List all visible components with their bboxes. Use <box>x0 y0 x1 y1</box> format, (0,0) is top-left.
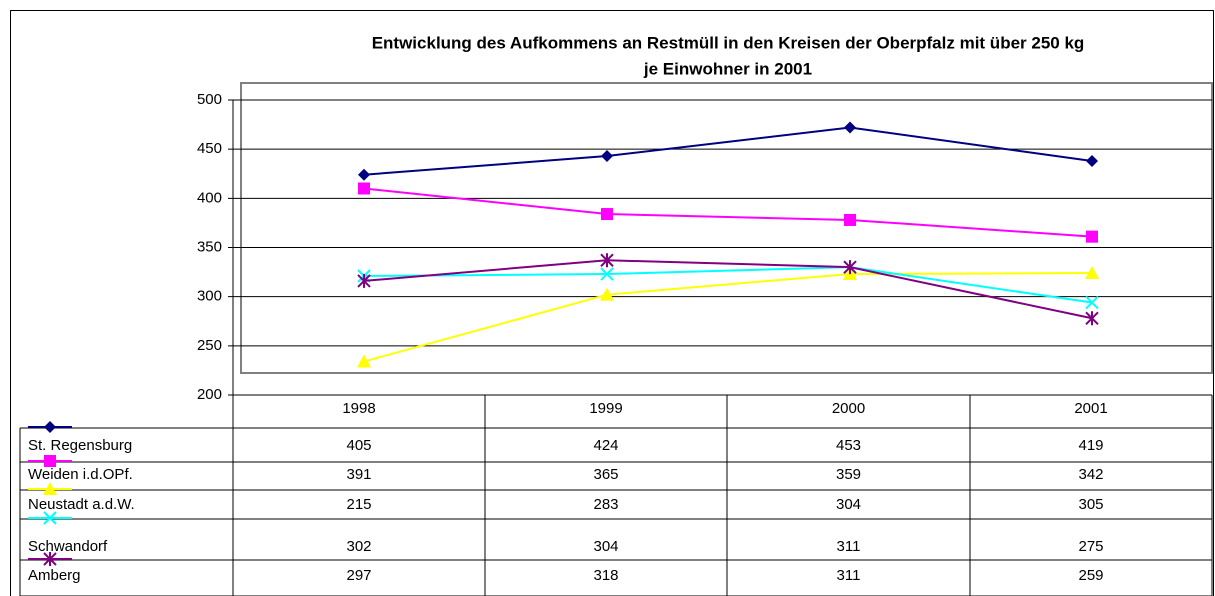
marker <box>357 273 371 288</box>
plot-area <box>240 82 1213 374</box>
legend-label: Amberg <box>28 567 81 584</box>
series-line <box>363 187 1093 238</box>
marker <box>1085 311 1099 326</box>
marker <box>358 168 370 181</box>
marker <box>844 121 856 134</box>
table-cell: 275 <box>1078 538 1103 555</box>
marker <box>357 354 371 368</box>
y-tick-label: 350 <box>197 238 222 255</box>
legend-label: Weiden i.d.OPf. <box>28 466 133 483</box>
legend-label: St. Regensburg <box>28 437 132 454</box>
marker <box>44 455 56 467</box>
marker <box>44 421 56 433</box>
table-cell: 453 <box>836 437 861 454</box>
table-cell: 311 <box>837 567 861 584</box>
table-cell: 283 <box>593 496 618 513</box>
series-line <box>363 126 1093 176</box>
marker <box>1085 295 1099 310</box>
table-cell: 365 <box>593 466 618 483</box>
table-cell: 259 <box>1078 567 1103 584</box>
marker <box>1085 266 1099 280</box>
table-cell: 424 <box>593 437 618 454</box>
x-tick-label: 1998 <box>342 400 375 417</box>
table-cell: 297 <box>346 567 371 584</box>
y-tick-label: 300 <box>197 288 222 305</box>
marker <box>843 260 857 275</box>
y-tick-label: 500 <box>197 91 222 108</box>
table-cell: 342 <box>1078 466 1103 483</box>
marker <box>600 267 614 281</box>
table-cell: 419 <box>1078 437 1103 454</box>
y-tick-label: 250 <box>197 337 222 354</box>
series-line <box>363 272 1093 363</box>
table-cell: 304 <box>593 538 618 555</box>
table-cell: 215 <box>346 496 371 513</box>
table-cell: 302 <box>346 538 371 555</box>
chart-title: je Einwohner in 2001 <box>643 59 812 78</box>
series-line <box>363 266 1093 304</box>
table-cell: 311 <box>837 538 861 555</box>
marker <box>1086 154 1098 167</box>
table-cell: 405 <box>346 437 371 454</box>
y-tick-label: 400 <box>197 189 222 206</box>
chart-frame <box>10 10 1214 596</box>
marker <box>358 182 370 195</box>
table-cell: 318 <box>593 567 618 584</box>
marker <box>1086 230 1098 243</box>
marker <box>600 253 614 268</box>
x-tick-label: 2000 <box>832 400 865 417</box>
table-cell: 304 <box>836 496 861 513</box>
y-tick-label: 200 <box>197 386 222 403</box>
table-cell: 305 <box>1078 496 1103 513</box>
table-cell: 391 <box>346 466 371 483</box>
chart-title: Entwicklung des Aufkommens an Restmüll i… <box>372 33 1085 52</box>
marker <box>844 213 856 226</box>
x-tick-label: 2001 <box>1074 400 1107 417</box>
x-tick-label: 1999 <box>589 400 622 417</box>
marker <box>43 511 57 525</box>
marker <box>43 482 57 495</box>
table-cell: 359 <box>836 466 861 483</box>
legend-label: Schwandorf <box>28 538 108 555</box>
series-line <box>363 259 1093 320</box>
legend-label: Neustadt a.d.W. <box>28 496 135 513</box>
marker <box>601 150 613 163</box>
marker <box>601 208 613 221</box>
marker <box>43 552 57 566</box>
y-tick-label: 450 <box>197 140 222 157</box>
marker <box>600 287 614 301</box>
